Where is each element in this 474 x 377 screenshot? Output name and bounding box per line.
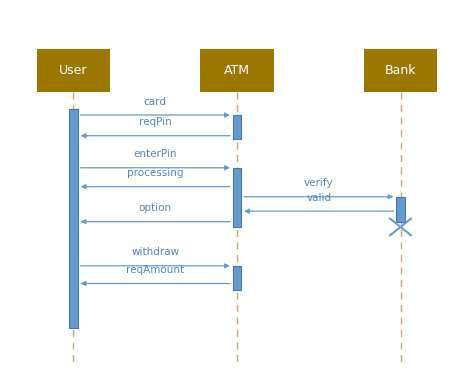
Text: card: card: [144, 97, 167, 107]
Bar: [36, 49, 110, 92]
Text: verify: verify: [304, 178, 334, 188]
Bar: [233, 266, 241, 290]
Text: enterPin: enterPin: [134, 149, 177, 159]
Bar: [233, 115, 241, 139]
Bar: [396, 197, 405, 222]
Text: reqPin: reqPin: [139, 117, 172, 127]
Text: processing: processing: [127, 168, 183, 178]
Text: withdraw: withdraw: [131, 247, 179, 257]
Bar: [200, 49, 274, 92]
Text: Bank: Bank: [385, 64, 416, 77]
Text: ATM: ATM: [224, 64, 250, 77]
Text: valid: valid: [306, 193, 331, 203]
Text: reqAmount: reqAmount: [126, 265, 184, 275]
Text: User: User: [59, 64, 88, 77]
Bar: [233, 168, 241, 227]
Text: option: option: [139, 203, 172, 213]
Bar: [364, 49, 437, 92]
Bar: [69, 109, 78, 328]
